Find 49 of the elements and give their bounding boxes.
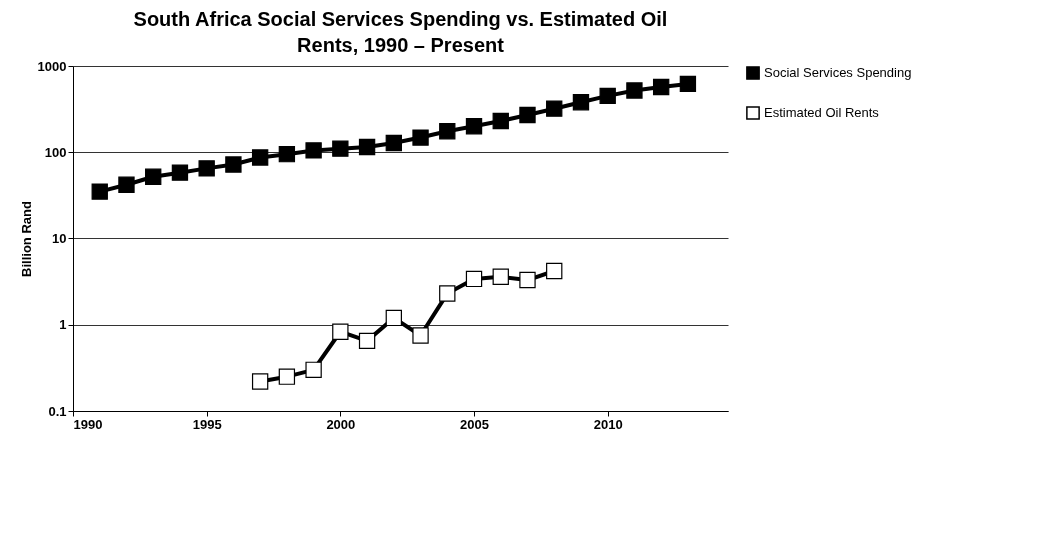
y-tick-label: 10 <box>52 231 67 246</box>
point <box>546 100 563 117</box>
point <box>412 129 429 146</box>
point <box>465 270 483 288</box>
chart-title: South Africa Social Services Spending vs. Estimated Oil Rents, 1990 – Present <box>133 8 668 56</box>
point <box>358 138 376 156</box>
point <box>492 268 509 285</box>
point <box>679 75 697 93</box>
point <box>385 134 402 152</box>
x-tick-label: 2000 <box>326 416 356 432</box>
y-axis-title: Billion Rand <box>18 201 34 277</box>
point <box>251 373 269 390</box>
point <box>332 323 349 340</box>
legend-label: Estimated Oil Rents <box>764 105 880 120</box>
point <box>492 112 509 130</box>
point <box>572 94 590 111</box>
point <box>171 164 189 181</box>
point <box>198 160 215 177</box>
point <box>118 176 135 193</box>
point <box>278 368 296 385</box>
point <box>145 168 162 185</box>
point <box>278 145 296 163</box>
point <box>385 309 402 327</box>
point <box>546 262 563 280</box>
point <box>626 82 643 99</box>
y-tick-label: 0.1 <box>48 403 67 419</box>
point <box>305 142 322 159</box>
point <box>91 183 108 200</box>
x-tick-label: 1995 <box>192 416 222 432</box>
legend-label: Social Services Spending <box>764 65 912 80</box>
point <box>519 271 536 289</box>
point <box>251 149 269 166</box>
point <box>305 361 322 379</box>
point <box>519 106 536 124</box>
point <box>358 332 376 350</box>
y-tick-label: 1000 <box>37 58 67 74</box>
point <box>412 327 429 344</box>
point <box>439 123 456 140</box>
point <box>225 156 242 173</box>
point <box>332 140 349 157</box>
x-tick-label: 1990 <box>73 416 103 432</box>
point <box>439 285 456 302</box>
point <box>599 87 616 105</box>
point <box>465 118 483 135</box>
y-tick-label: 1 <box>59 317 67 333</box>
y-tick-label: 100 <box>44 144 67 160</box>
point <box>652 78 670 96</box>
x-tick-label: 2005 <box>460 416 489 432</box>
x-tick-label: 2010 <box>593 416 623 432</box>
